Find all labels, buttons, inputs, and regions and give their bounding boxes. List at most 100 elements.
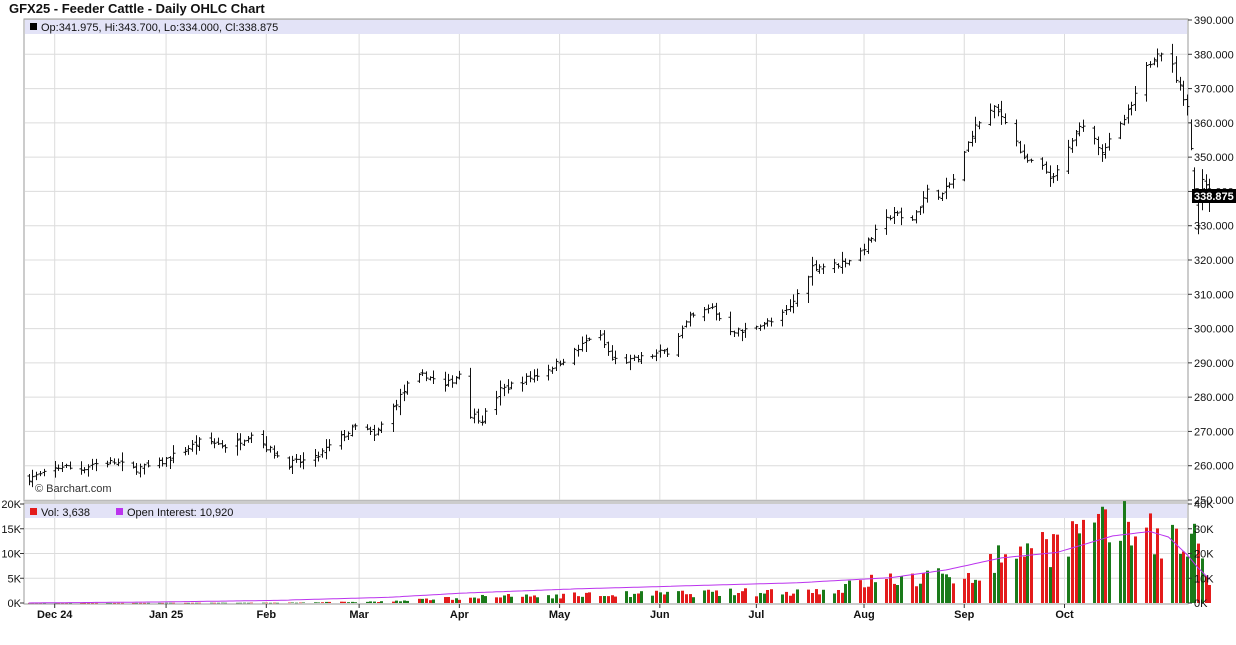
ohlc-bar (546, 364, 551, 381)
volume-bar (651, 595, 654, 603)
ohlc-bar (1066, 139, 1071, 174)
volume-bar (1041, 532, 1044, 603)
ohlc-bar (758, 324, 763, 331)
volume-bar (373, 601, 376, 603)
ohlc-bar (327, 439, 332, 452)
volume-bar (614, 596, 617, 603)
volume-bar (191, 602, 194, 604)
volume-bar (599, 596, 602, 603)
volume-bar (625, 591, 628, 603)
ohlc-bar (1003, 113, 1008, 125)
volume-right-tick-label: 30K (1194, 524, 1214, 536)
ohlc-bar (528, 371, 533, 383)
month-label: Dec 24 (37, 609, 73, 621)
ohlc-bar (431, 370, 436, 384)
ohlc-bar (379, 421, 384, 433)
ohlc-bar (168, 456, 173, 470)
volume-bar (451, 599, 454, 603)
ohlc-bar (784, 305, 789, 316)
volume-bar (217, 602, 220, 604)
volume-bar (1190, 533, 1193, 603)
volume-bar (507, 594, 510, 603)
volume-bar (184, 602, 187, 604)
volume-bar (458, 599, 461, 603)
ohlc-bar (732, 330, 737, 338)
volume-bar (1093, 522, 1096, 603)
ohlc-bar (988, 103, 993, 126)
volume-bar (581, 596, 584, 603)
month-label: Oct (1055, 609, 1074, 621)
volume-bar (328, 601, 331, 603)
ohlc-bar (535, 368, 540, 381)
ohlc-bar (884, 209, 889, 235)
volume-bar (499, 597, 502, 603)
volume-bar (87, 602, 90, 604)
ohlc-bar (1074, 129, 1079, 147)
ohlc-bar (754, 325, 759, 330)
volume-bar (377, 602, 380, 603)
ohlc-bar (86, 464, 91, 477)
volume-right-tick-label: 20K (1194, 549, 1214, 561)
volume-bar (432, 599, 435, 603)
ohlc-bar (94, 458, 99, 472)
ohlc-bar (146, 459, 151, 468)
volume-bar (755, 596, 758, 603)
ohlc-bar (1170, 43, 1175, 73)
volume-bar (573, 592, 576, 603)
volume-bar (1082, 519, 1085, 603)
volume-bar (139, 602, 142, 604)
ohlc-bar (223, 444, 228, 453)
volume-left-tick-label: 20K (1, 499, 21, 511)
volume-bar (952, 583, 955, 603)
volume-bar (269, 602, 272, 604)
open-interest-line (28, 530, 1210, 604)
volume-bar (1056, 534, 1059, 603)
volume-bar (1019, 546, 1022, 603)
ohlc-bar (402, 384, 407, 402)
ohlc-bar (658, 344, 663, 358)
volume-bar (210, 602, 213, 604)
ohlc-bar (858, 247, 863, 262)
volume-bar (685, 594, 688, 603)
ohlc-bar (171, 445, 176, 464)
ohlc-bar (476, 408, 481, 424)
ohlc-info-text: Op:341.975, Hi:343.700, Lo:334.000, Cl:3… (41, 22, 278, 34)
volume-bar (770, 589, 773, 603)
ohlc-bar (164, 456, 169, 467)
ohlc-bar (405, 380, 410, 395)
ohlc-bar (264, 436, 269, 453)
ohlc-bar (680, 325, 685, 339)
month-label: Jan 25 (149, 609, 183, 621)
ohlc-bar (420, 369, 425, 376)
ohlc-bar (105, 460, 110, 468)
open-interest-legend-text: Open Interest: 10,920 (127, 507, 233, 519)
ohlc-bar (457, 370, 462, 380)
ohlc-bar (554, 358, 559, 372)
volume-bar (588, 592, 591, 603)
volume-bar (83, 602, 86, 604)
volume-bar (822, 589, 825, 603)
volume-bar (135, 602, 138, 604)
volume-bar (1153, 554, 1156, 603)
volume-bar (158, 602, 161, 604)
volume-bar (715, 590, 718, 603)
ohlc-bar (212, 438, 217, 449)
ohlc-bar (108, 457, 113, 465)
ohlc-bar (391, 403, 396, 433)
ohlc-bar (914, 210, 919, 224)
price-tick-label: 360.000 (1194, 118, 1234, 130)
ohlc-bar (480, 415, 485, 426)
ohlc-bar (298, 455, 303, 468)
price-tick-label: 320.000 (1194, 255, 1234, 267)
ohlc-bar (910, 215, 915, 221)
ohlc-bar (921, 191, 926, 214)
ohlc-bar (90, 458, 95, 470)
ohlc-bar (520, 376, 525, 392)
volume-bar (993, 572, 996, 603)
ohlc-bar (1152, 57, 1157, 66)
volume-bar (187, 602, 190, 604)
volume-left-tick-label: 15K (1, 524, 21, 536)
chart-title: GFX25 - Feeder Cattle - Daily OHLC Chart (9, 1, 265, 16)
volume-bar (733, 595, 736, 603)
month-label: Sep (954, 609, 974, 621)
